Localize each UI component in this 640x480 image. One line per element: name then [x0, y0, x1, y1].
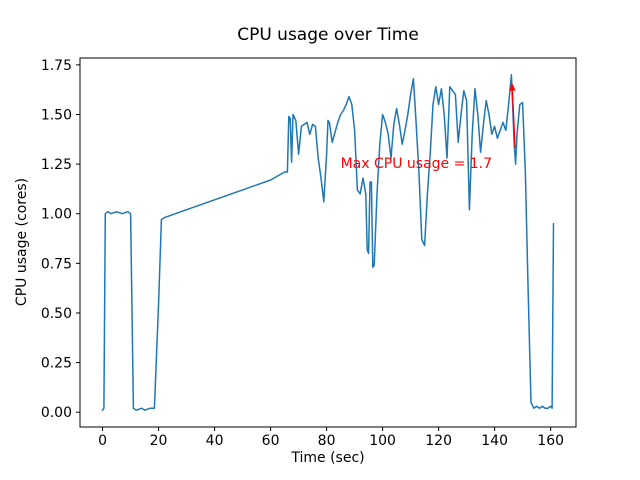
- y-axis-label: CPU usage (cores): [14, 178, 30, 306]
- x-tick-label: 60: [262, 433, 280, 449]
- y-tick-label: 1.25: [41, 157, 72, 173]
- annotation-text: Max CPU usage = 1.7: [341, 156, 492, 172]
- max-annotation: Max CPU usage = 1.7: [341, 82, 516, 172]
- x-tick-label: 40: [206, 433, 224, 449]
- y-tick-label: 0.50: [41, 306, 72, 322]
- x-axis-label: Time (sec): [290, 450, 364, 466]
- y-tick-label: 0.25: [41, 356, 72, 372]
- data-series-line: [101, 74, 555, 411]
- y-tick-label: 1.50: [41, 107, 72, 123]
- annotation-arrow-head: [509, 82, 516, 91]
- x-tick-label: 0: [98, 433, 107, 449]
- annotation-arrow-line: [511, 90, 516, 149]
- x-tick-label: 100: [369, 433, 396, 449]
- plot-border: [79, 57, 577, 428]
- chart-title: CPU usage over Time: [237, 25, 419, 45]
- y-tick-label: 1.75: [41, 58, 72, 74]
- y-tick-label: 0.75: [41, 256, 72, 272]
- x-tick-label: 120: [425, 433, 452, 449]
- x-tick-label: 80: [318, 433, 336, 449]
- axes: 0 20 40 60 80 100 120 140 160 0.00 0.25 0.50 0.75 1.0…: [41, 57, 577, 449]
- x-tick-label: 160: [537, 433, 564, 449]
- x-tick-label: 20: [150, 433, 168, 449]
- x-tick-label: 140: [481, 433, 508, 449]
- y-tick-label: 0.00: [41, 405, 72, 421]
- y-tick-label: 1.00: [41, 207, 72, 223]
- cpu-usage-line: [101, 74, 555, 411]
